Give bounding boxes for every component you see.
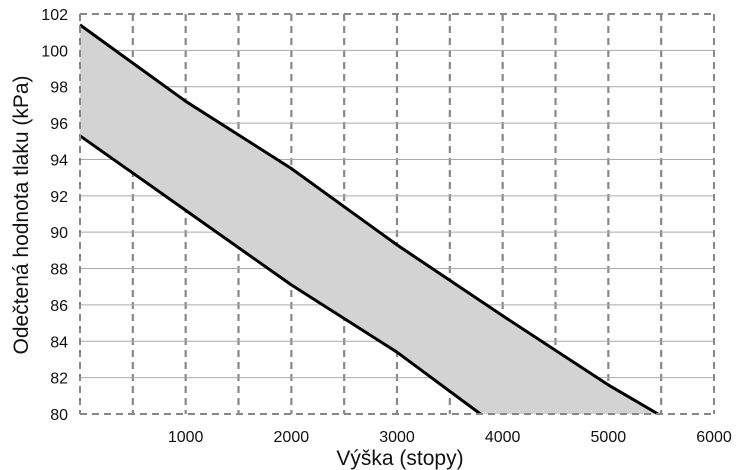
y-tick-labels: 80 82 84 86 88 90 92 94 96 98 100 102 — [41, 7, 68, 424]
upper-boundary-line — [79, 23, 659, 416]
x-tick-label: 6000 — [696, 429, 732, 446]
y-tick-label: 84 — [50, 334, 68, 351]
band-area — [80, 24, 658, 415]
x-tick-label: 2000 — [274, 429, 310, 446]
y-tick-label: 100 — [41, 43, 68, 60]
x-tick-label: 3000 — [379, 429, 415, 446]
x-tick-label: 1000 — [168, 429, 204, 446]
y-tick-label: 94 — [50, 152, 68, 169]
y-tick-label: 80 — [50, 407, 68, 424]
y-tick-label: 98 — [50, 80, 68, 97]
y-tick-label: 92 — [50, 189, 68, 206]
x-axis-title: Výška (stopy) — [336, 447, 463, 470]
x-tick-label: 4000 — [485, 429, 521, 446]
y-tick-label: 96 — [50, 116, 68, 133]
y-tick-label: 82 — [50, 371, 68, 388]
x-tick-labels: 1000 2000 3000 4000 5000 6000 — [168, 429, 732, 446]
plot-frame — [79, 13, 715, 415]
x-tick-label: 5000 — [591, 429, 627, 446]
y-tick-label: 90 — [50, 225, 68, 242]
y-tick-label: 102 — [41, 7, 68, 24]
y-tick-label: 88 — [50, 262, 68, 279]
y-tick-label: 86 — [50, 298, 68, 315]
lower-boundary-line — [79, 134, 482, 416]
y-axis-title: Odečtená hodnota tlaku (kPa) — [10, 75, 33, 354]
